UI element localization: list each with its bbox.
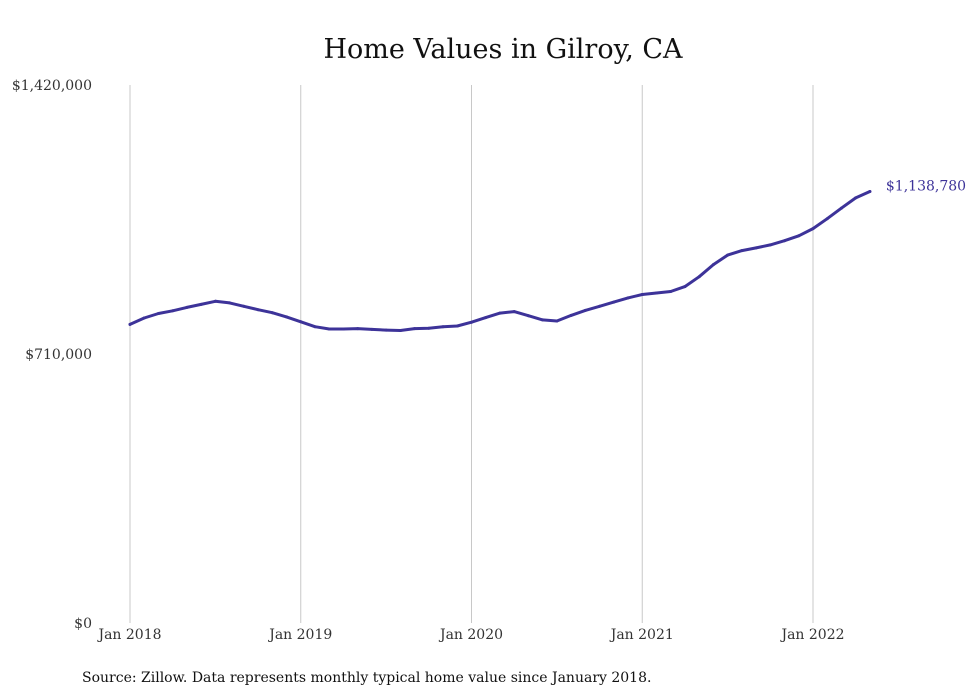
data-point: [612, 300, 616, 304]
data-point: [256, 308, 260, 312]
data-point: [640, 293, 644, 296]
y-tick-label: $0: [74, 616, 92, 632]
data-point: [341, 327, 345, 331]
end-value-label: $1,138,780: [886, 179, 966, 195]
x-tick-label: Jan 2019: [267, 627, 332, 643]
chart-title: Home Values in Gilroy, CA: [323, 34, 683, 65]
series-layer: [128, 190, 872, 332]
data-point: [655, 291, 658, 295]
data-point: [811, 227, 815, 231]
data-point: [213, 299, 217, 303]
data-point: [583, 308, 587, 312]
data-point: [270, 311, 274, 315]
data-point: [854, 196, 858, 200]
data-point: [299, 320, 303, 324]
data-point: [470, 320, 473, 324]
data-point: [868, 190, 872, 193]
data-point: [683, 285, 687, 289]
data-point: [669, 290, 673, 293]
data-point: [228, 301, 232, 305]
data-point: [384, 328, 388, 332]
source-note: Source: Zillow. Data represents monthly …: [82, 670, 651, 686]
x-axis-ticks: Jan 2018 Jan 2019 Jan 2020 Jan 2021 Jan 2022: [96, 627, 844, 643]
x-tick-label: Jan 2018: [96, 627, 161, 643]
x-tick-label: Jan 2020: [438, 627, 503, 643]
data-point: [441, 325, 445, 329]
data-point: [185, 305, 189, 309]
data-point: [697, 275, 701, 279]
grid-layer: [129, 85, 814, 623]
y-tick-label: $710,000: [25, 347, 92, 363]
series-line: [128, 190, 872, 332]
data-point: [797, 234, 801, 238]
data-point: [128, 322, 132, 326]
data-point: [285, 315, 288, 319]
data-point: [726, 253, 730, 257]
data-point: [569, 313, 573, 317]
data-point: [199, 302, 203, 306]
data-point: [413, 327, 417, 331]
data-point: [171, 309, 175, 313]
data-point: [783, 239, 786, 243]
data-point: [526, 314, 530, 318]
data-point: [711, 263, 715, 267]
x-tick-label: Jan 2022: [779, 627, 844, 643]
data-point: [327, 327, 331, 331]
data-point: [598, 304, 602, 308]
data-point: [541, 318, 545, 322]
data-point: [768, 243, 772, 247]
data-point: [142, 316, 146, 320]
data-point: [370, 327, 374, 331]
data-point: [356, 327, 360, 331]
y-axis-ticks: $0 $710,000 $1,420,000: [12, 78, 92, 632]
data-point: [555, 319, 559, 323]
data-point: [398, 329, 402, 332]
data-point: [740, 249, 744, 253]
data-point: [157, 312, 160, 315]
data-point: [242, 304, 246, 308]
data-point: [825, 217, 829, 221]
data-point: [754, 246, 758, 250]
data-point: [626, 296, 630, 300]
data-point: [313, 325, 317, 329]
y-tick-label: $1,420,000: [12, 78, 92, 94]
data-point: [512, 310, 516, 314]
data-point: [484, 316, 488, 320]
data-point: [498, 311, 502, 315]
data-point: [840, 206, 843, 210]
data-point: [455, 324, 459, 328]
x-tick-label: Jan 2021: [609, 627, 674, 643]
data-point: [427, 326, 431, 330]
